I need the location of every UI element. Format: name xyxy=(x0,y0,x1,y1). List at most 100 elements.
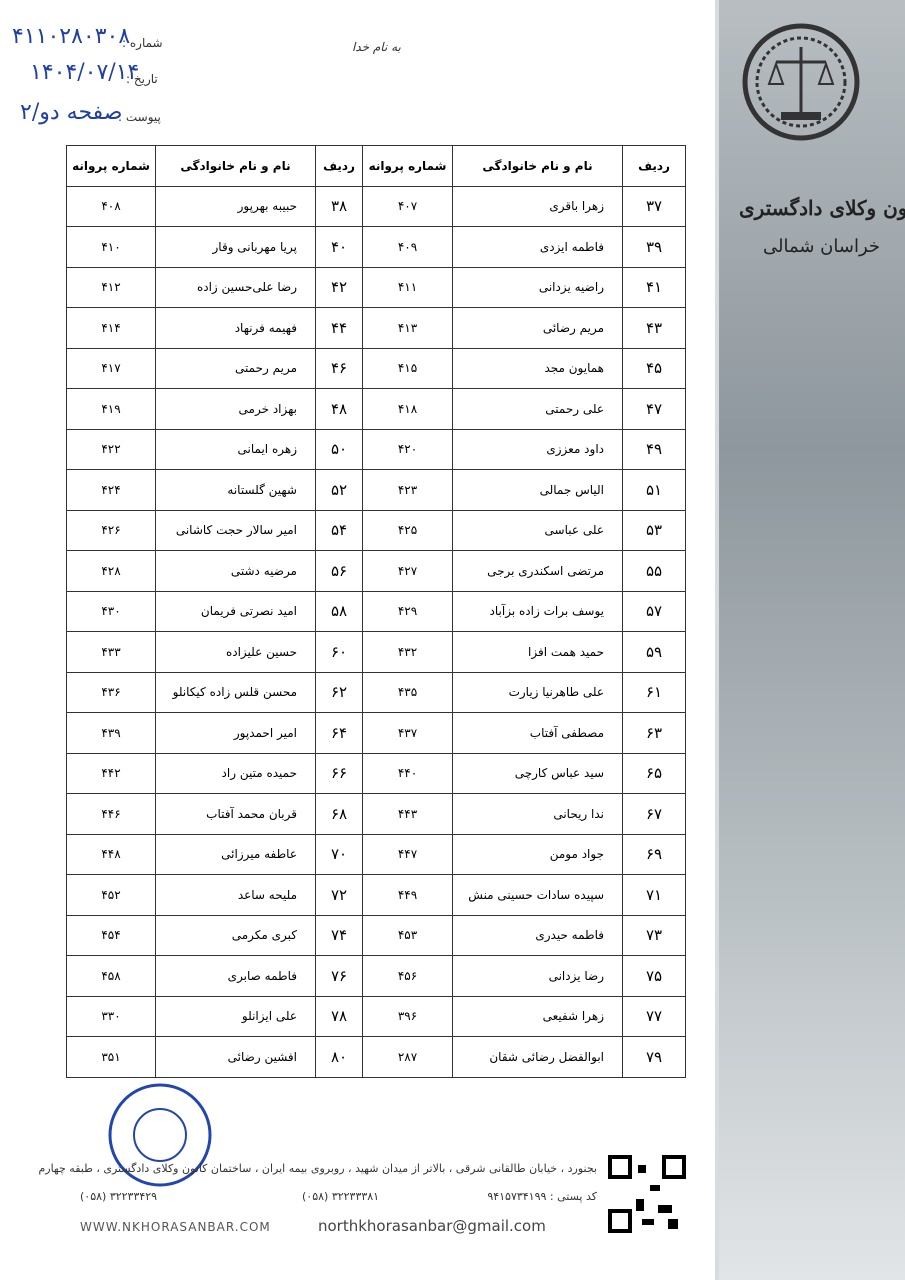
qr-code xyxy=(608,1155,686,1233)
table-row: ۷۹ ابوالفضل رضائی شقان ۲۸۷ ۸۰ افشین رضائی ۳۵۱ xyxy=(66,1036,686,1078)
name-cell: زهرا باقری xyxy=(452,185,623,227)
name-cell: علی طاهرنیا زیارت xyxy=(452,671,623,713)
email: northkhorasanbar@gmail.com xyxy=(318,1217,546,1235)
number-cell: ۷۰ xyxy=(315,833,363,875)
number-cell: ۷۹ xyxy=(622,1036,686,1078)
name-cell: ملیحه ساعد xyxy=(155,874,316,916)
number-cell: ۴۵ xyxy=(622,347,686,389)
number-cell: ۴۵۴ xyxy=(66,914,156,956)
number-cell: ۴۰۷ xyxy=(362,185,453,227)
column-header: نام و نام خانوادگی xyxy=(155,145,316,187)
number-cell: ۴۵۶ xyxy=(362,955,453,997)
name-cell: مرتضی اسکندری برجی xyxy=(452,550,623,592)
table-row: ۶۷ ندا ریحانی ۴۴۳ ۶۸ قربان محمد آفتاب ۴۴۶ xyxy=(66,793,686,835)
number-cell: ۴۴۰ xyxy=(362,752,453,794)
table-row: ۴۱ راضیه یزدانی ۴۱۱ ۴۲ رضا علی‌حسین زاده ۴۱۲ xyxy=(66,266,686,308)
number-cell: ۶۹ xyxy=(622,833,686,875)
number-cell: ۷۳ xyxy=(622,914,686,956)
address: بجنورد ، خیابان طالقانی شرقی ، بالاتر از… xyxy=(38,1162,597,1175)
number-cell: ۴۲۸ xyxy=(66,550,156,592)
table-row: ۶۳ مصطفی آفتاب ۴۳۷ ۶۴ امیر احمدپور ۴۳۹ xyxy=(66,712,686,754)
number-cell: ۴۳۵ xyxy=(362,671,453,713)
table-row: ۳۷ زهرا باقری ۴۰۷ ۳۸ حبیبه بهرپور ۴۰۸ xyxy=(66,185,686,227)
name-cell: سید عباس کارچی xyxy=(452,752,623,794)
table-row: ۶۹ جواد مومن ۴۴۷ ۷۰ عاطفه میرزائی ۴۴۸ xyxy=(66,833,686,875)
number-cell: ۶۸ xyxy=(315,793,363,835)
number-cell: ۵۰ xyxy=(315,428,363,470)
number-cell: ۴۵۲ xyxy=(66,874,156,916)
number-cell: ۷۱ xyxy=(622,874,686,916)
number-cell: ۴۲۶ xyxy=(66,509,156,551)
table-row: ۶۱ علی طاهرنیا زیارت ۴۳۵ ۶۲ محسن قلس زاده کی… xyxy=(66,671,686,713)
title: به نام خدا xyxy=(352,40,401,54)
column-header: شماره پروانه xyxy=(66,145,156,187)
number-cell: ۴۲۴ xyxy=(66,469,156,511)
name-cell: رضا علی‌حسین زاده xyxy=(155,266,316,308)
name-cell: همایون مجد xyxy=(452,347,623,389)
number-cell: ۷۵ xyxy=(622,955,686,997)
date: ۱۴۰۴/۰۷/۱۴ xyxy=(30,60,140,85)
name-cell: علی ایزانلو xyxy=(155,995,316,1037)
phone: ۳۲۲۳۳۴۲۹ (۰۵۸) xyxy=(80,1190,158,1203)
name-cell: مصطفی آفتاب xyxy=(452,712,623,754)
table-row: ۵۱ الیاس جمالی ۴۲۳ ۵۲ شهین گلستانه ۴۲۴ xyxy=(66,469,686,511)
name-cell: امیر سالار حجت کاشانی xyxy=(155,509,316,551)
table-row: ۵۷ یوسف برات زاده بزآباد ۴۲۹ ۵۸ امید نصرتی ف… xyxy=(66,590,686,632)
number-cell: ۴۱۸ xyxy=(362,388,453,430)
number-cell: ۴۳ xyxy=(622,307,686,349)
number-cell: ۴۳۶ xyxy=(66,671,156,713)
name-cell: سپیده سادات حسینی منش xyxy=(452,874,623,916)
number-cell: ۷۸ xyxy=(315,995,363,1037)
number-cell: ۴۴۸ xyxy=(66,833,156,875)
table-row: ۷۷ زهرا شفیعی ۳۹۶ ۷۸ علی ایزانلو ۳۳۰ xyxy=(66,995,686,1037)
name-cell: قربان محمد آفتاب xyxy=(155,793,316,835)
name-cell: راضیه یزدانی xyxy=(452,266,623,308)
name-cell: رضا یزدانی xyxy=(452,955,623,997)
name-cell: زهره ایمانی xyxy=(155,428,316,470)
number-cell: ۴۲۰ xyxy=(362,428,453,470)
number-cell: ۴۳۰ xyxy=(66,590,156,632)
number-cell: ۴۸ xyxy=(315,388,363,430)
number-cell: ۵۱ xyxy=(622,469,686,511)
number-cell: ۵۲ xyxy=(315,469,363,511)
name-cell: بهزاد خرمی xyxy=(155,388,316,430)
number-cell: ۴۵۳ xyxy=(362,914,453,956)
number-cell: ۴۱۴ xyxy=(66,307,156,349)
name-cell: فاطمه حیدری xyxy=(452,914,623,956)
number-cell: ۵۷ xyxy=(622,590,686,632)
name-cell: مرضیه دشتی xyxy=(155,550,316,592)
name-cell: عاطفه میرزائی xyxy=(155,833,316,875)
number-cell: ۳۵۱ xyxy=(66,1036,156,1078)
org-name: کانون وکلای دادگستری xyxy=(739,196,905,220)
name-cell: حبیبه بهرپور xyxy=(155,185,316,227)
number-cell: ۵۴ xyxy=(315,509,363,551)
column-header: شماره پروانه xyxy=(362,145,453,187)
number-cell: ۴۴۷ xyxy=(362,833,453,875)
number-cell: ۷۷ xyxy=(622,995,686,1037)
number-cell: ۳۹ xyxy=(622,226,686,268)
header-row: ردیف نام و نام خانوادگی شماره پروانه ردیف نا… xyxy=(66,145,686,187)
number-cell: ۴۰ xyxy=(315,226,363,268)
number-cell: ۴۱۵ xyxy=(362,347,453,389)
number-cell: ۴۷ xyxy=(622,388,686,430)
number-cell: ۶۲ xyxy=(315,671,363,713)
number-cell: ۵۸ xyxy=(315,590,363,632)
number-cell: ۴۲۲ xyxy=(66,428,156,470)
number-cell: ۸۰ xyxy=(315,1036,363,1078)
number-cell: ۵۳ xyxy=(622,509,686,551)
number-cell: ۴۹ xyxy=(622,428,686,470)
number-cell: ۶۷ xyxy=(622,793,686,835)
number-cell: ۴۲ xyxy=(315,266,363,308)
number-cell: ۴۱۱ xyxy=(362,266,453,308)
number-cell: ۴۱ xyxy=(622,266,686,308)
attachment-label: پیوست : xyxy=(118,110,161,124)
number-cell: ۴۲۵ xyxy=(362,509,453,551)
column-header: ردیف xyxy=(315,145,363,187)
org-region: خراسان شمالی xyxy=(763,236,881,257)
logo xyxy=(742,23,860,141)
number-cell: ۶۵ xyxy=(622,752,686,794)
name-cell: پریا مهربانی وقار xyxy=(155,226,316,268)
name-cell: فاطمه ایزدی xyxy=(452,226,623,268)
number-cell: ۴۴۲ xyxy=(66,752,156,794)
